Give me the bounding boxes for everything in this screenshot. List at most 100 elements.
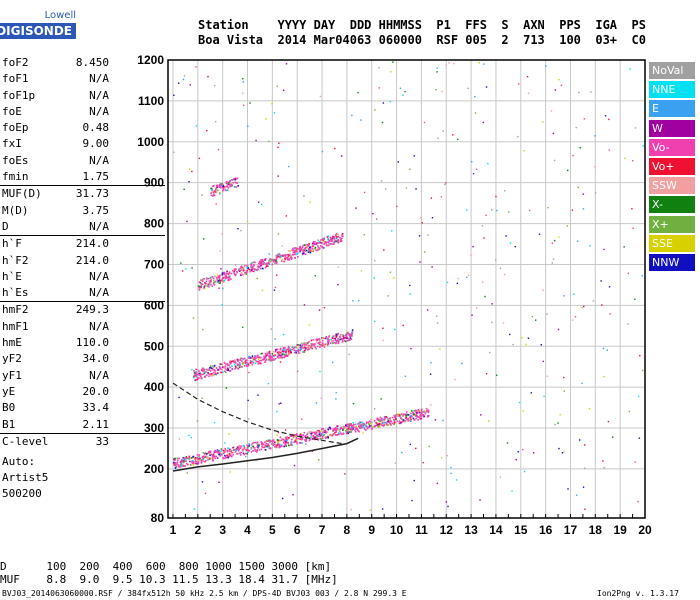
echo-point — [268, 351, 271, 353]
noise-point — [641, 275, 643, 277]
echo-point — [383, 418, 385, 421]
noise-point — [271, 103, 273, 105]
echo-point — [371, 428, 374, 430]
echo-point — [230, 185, 233, 188]
station-header: Station YYYY DAY DDD HHMMSS P1 FFS S AXN… — [198, 18, 646, 48]
echo-point — [303, 253, 305, 255]
noise-point — [440, 196, 443, 198]
echo-point — [228, 276, 231, 278]
echo-point — [232, 454, 234, 456]
echo-point — [407, 414, 410, 416]
echo-point — [345, 432, 348, 435]
echo-point — [324, 436, 327, 438]
echo-point — [263, 357, 265, 360]
echo-point — [268, 439, 270, 442]
echo-point — [174, 463, 177, 465]
echo-point — [251, 266, 253, 269]
echo-point — [350, 424, 353, 426]
echo-point — [287, 256, 289, 258]
echo-point — [359, 424, 362, 426]
echo-point — [406, 420, 409, 422]
echo-point — [324, 343, 327, 345]
noise-point — [294, 435, 296, 438]
echo-point — [250, 360, 252, 363]
noise-point — [508, 211, 510, 213]
noise-point — [576, 240, 579, 242]
echo-point — [338, 338, 341, 341]
echo-point — [198, 370, 200, 372]
echo-point — [329, 427, 332, 430]
echo-point — [220, 450, 222, 452]
echo-point — [396, 420, 399, 423]
echo-point — [240, 272, 243, 274]
echo-point — [200, 377, 203, 380]
echo-point — [203, 372, 206, 375]
echo-point — [207, 452, 209, 454]
echo-point — [386, 424, 388, 427]
echo-point — [223, 272, 226, 274]
echo-point — [217, 189, 219, 192]
noise-point — [521, 337, 523, 339]
noise-point — [373, 277, 375, 279]
echo-point — [348, 338, 351, 341]
noise-point — [470, 161, 473, 163]
echo-point — [285, 351, 287, 353]
echo-point — [333, 243, 335, 245]
echo-point — [201, 283, 204, 286]
echo-point — [200, 284, 203, 287]
echo-point — [278, 253, 281, 256]
echo-point — [221, 366, 224, 369]
echo-point — [331, 340, 333, 342]
noise-point — [563, 390, 565, 392]
echo-point — [304, 247, 306, 250]
echo-point — [214, 457, 216, 460]
echo-point — [246, 270, 249, 273]
echo-point — [174, 459, 176, 461]
echo-point — [345, 425, 347, 428]
noise-point — [436, 67, 438, 69]
echo-point — [250, 262, 253, 265]
echo-point — [194, 458, 196, 461]
noise-point — [374, 260, 376, 262]
echo-point — [280, 445, 282, 448]
echo-point — [215, 367, 218, 369]
noise-point — [321, 150, 324, 153]
param-row: foE N/A — [0, 104, 165, 120]
echo-point — [233, 359, 236, 361]
echo-point — [209, 283, 211, 286]
echo-point — [286, 439, 288, 442]
echo-point — [297, 344, 299, 346]
noise-point — [201, 397, 203, 399]
echo-point — [274, 354, 277, 357]
noise-point — [391, 230, 393, 232]
echo-point — [318, 240, 321, 243]
echo-point — [205, 371, 207, 373]
noise-point — [419, 261, 421, 263]
echo-point — [240, 274, 242, 277]
echo-point — [293, 251, 296, 254]
echo-point — [302, 251, 305, 253]
echo-point — [238, 269, 240, 272]
noise-point — [447, 505, 449, 508]
echo-point — [194, 456, 197, 459]
noise-point — [594, 192, 597, 194]
echo-point — [332, 342, 334, 345]
param-name: D — [2, 219, 9, 233]
echo-point — [332, 235, 335, 238]
echo-point — [247, 267, 249, 269]
noise-point — [606, 349, 609, 351]
noise-point — [444, 183, 446, 186]
echo-point — [368, 425, 371, 427]
echo-point — [229, 183, 232, 185]
echo-point — [320, 433, 323, 435]
echo-point — [314, 246, 317, 249]
param-row: yF2 34.0 — [0, 351, 165, 367]
noise-point — [308, 324, 311, 326]
noise-point — [487, 162, 489, 165]
echo-point — [196, 373, 198, 376]
echo-point — [211, 275, 214, 278]
echo-point — [360, 427, 362, 429]
echo-point — [318, 431, 321, 433]
echo-point — [266, 439, 269, 442]
echo-point — [236, 453, 239, 455]
